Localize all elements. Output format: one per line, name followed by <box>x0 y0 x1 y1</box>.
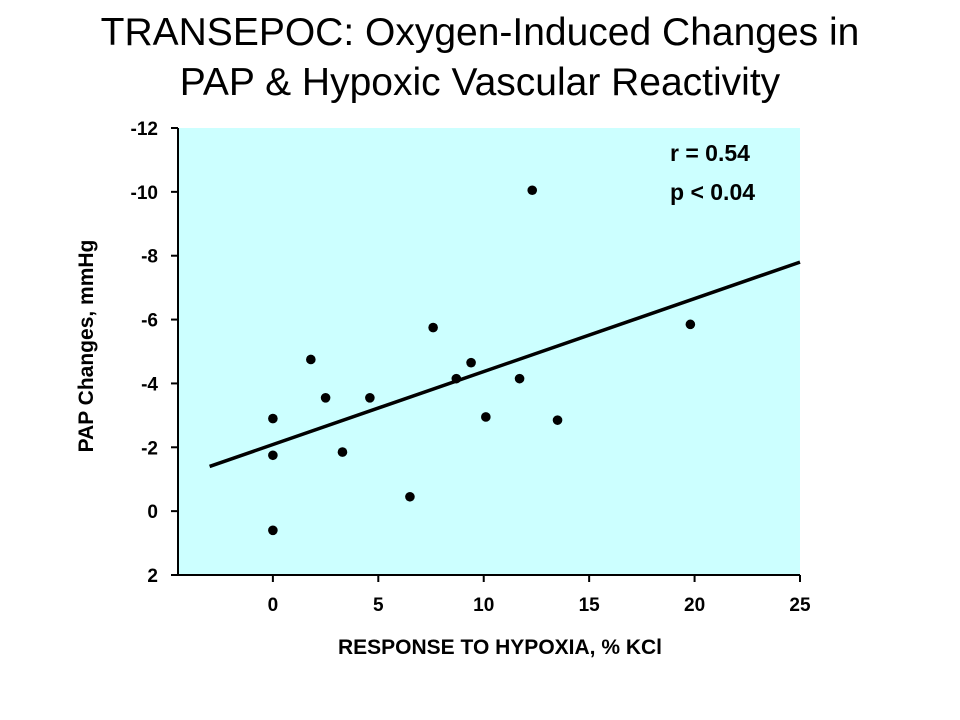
data-points <box>268 185 696 536</box>
x-tick-label: 10 <box>473 595 494 616</box>
data-point <box>268 525 278 536</box>
data-point <box>527 185 538 196</box>
x-axis-label: RESPONSE TO HYPOXIA, % KCl <box>338 636 662 659</box>
x-tick-label: 5 <box>373 595 384 616</box>
x-tick-label: 15 <box>579 595 601 616</box>
data-point <box>685 319 696 330</box>
y-tick-label: -8 <box>141 247 158 268</box>
x-tick-label: 0 <box>268 595 279 616</box>
data-point <box>306 354 316 365</box>
title-line-2: PAP & Hypoxic Vascular Reactivity <box>179 61 781 104</box>
data-point <box>268 450 278 461</box>
annotation-p: p < 0.04 <box>670 179 755 205</box>
data-point <box>552 415 563 425</box>
y-tick-label: -4 <box>141 374 158 395</box>
data-point <box>514 373 525 384</box>
data-point <box>481 412 491 422</box>
regression-line <box>209 260 801 469</box>
data-point <box>337 447 348 457</box>
data-point <box>365 392 375 403</box>
x-tick-label: 25 <box>789 595 811 616</box>
y-tick-label: -2 <box>141 438 158 459</box>
annotation-r: r = 0.54 <box>670 140 750 166</box>
data-point <box>405 491 415 502</box>
y-tick-label: 2 <box>147 566 158 587</box>
data-point <box>428 322 438 333</box>
y-tick-label: -10 <box>131 183 158 204</box>
data-point <box>466 357 476 368</box>
plot-area <box>178 128 800 575</box>
y-tick-label: -6 <box>141 311 158 332</box>
y-axis-label: PAP Changes, mmHg <box>75 240 98 453</box>
data-point <box>268 413 278 424</box>
y-tick-label: -12 <box>131 119 158 140</box>
y-tick-label: 0 <box>147 502 158 523</box>
y-axis: -12 -10 -8 -6 -4 -2 0 2 <box>131 119 178 587</box>
chart-title: TRANSEPOC: Oxygen-Induced Changes in PAP… <box>0 8 960 108</box>
data-point <box>320 392 331 403</box>
data-point <box>451 373 462 384</box>
x-tick-label: 20 <box>684 595 705 616</box>
x-axis: 0 5 10 15 20 25 <box>268 575 811 616</box>
title-line-1: TRANSEPOC: Oxygen-Induced Changes in <box>100 11 860 54</box>
